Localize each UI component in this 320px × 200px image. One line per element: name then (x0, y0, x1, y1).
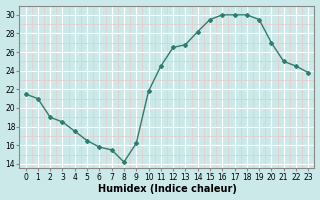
X-axis label: Humidex (Indice chaleur): Humidex (Indice chaleur) (98, 184, 236, 194)
